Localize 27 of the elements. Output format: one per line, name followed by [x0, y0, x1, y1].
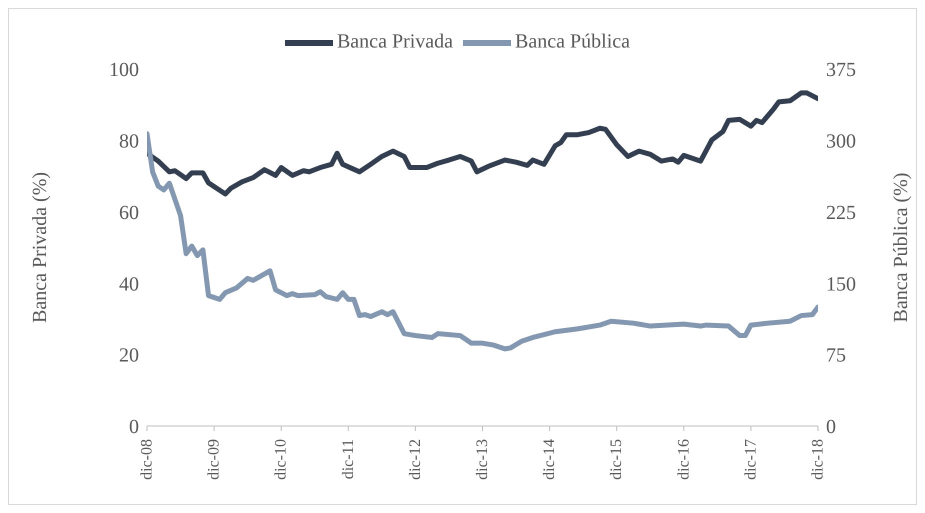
y-tick-label: 0 [129, 416, 139, 438]
legend-label: Banca Privada [336, 30, 454, 53]
y-tick-label: 60 [119, 202, 139, 224]
x-tick-label: dic-15 [608, 439, 626, 480]
y-tick-label: 40 [119, 273, 139, 296]
x-tick-label: dic-09 [206, 439, 223, 480]
y2-tick-label: 225 [826, 202, 856, 224]
x-tick-label: dic-08 [138, 439, 156, 480]
y2-axis-title: Banca Pública (%) [890, 172, 912, 322]
x-tick-label: dic-14 [541, 439, 558, 480]
y2-tick-label: 375 [826, 59, 856, 82]
x-tick-label: dic-17 [742, 439, 760, 480]
x-tick-label: dic-10 [272, 439, 290, 480]
y2-tick-label: 150 [826, 273, 856, 296]
y-tick-label: 100 [109, 59, 139, 82]
x-tick-label: dic-16 [675, 439, 692, 480]
x-tick-label: dic-12 [406, 439, 424, 480]
x-tick-label: dic-13 [474, 439, 491, 480]
x-tick-label: dic-11 [340, 439, 357, 480]
y-tick-label: 20 [119, 344, 139, 367]
y2-tick-label: 75 [826, 344, 846, 367]
y2-tick-label: 0 [826, 416, 836, 438]
x-tick-label: dic-18 [810, 439, 826, 480]
y-axis-title: Banca Privada (%) [29, 172, 52, 324]
legend-label: Banca Pública [515, 30, 630, 53]
y-tick-label: 80 [119, 130, 139, 152]
y2-tick-label: 300 [826, 130, 856, 152]
